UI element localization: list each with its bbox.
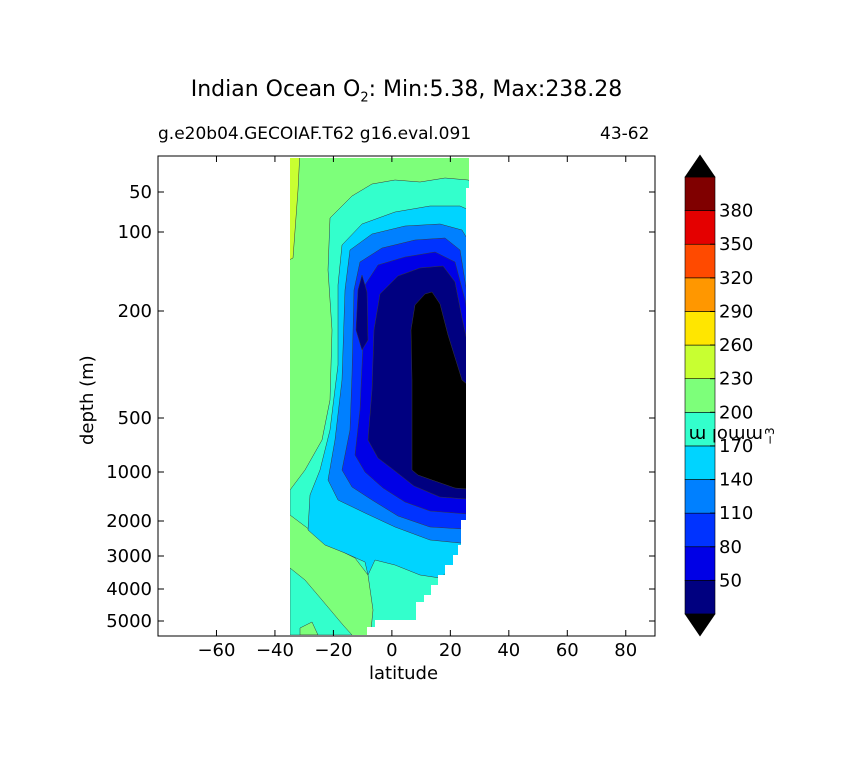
colorbar-segment [684, 210, 716, 245]
colorbar-tick-label: 50 [719, 570, 742, 591]
x-tick-label: −40 [256, 640, 294, 661]
colorbar-segment [684, 412, 716, 447]
x-axis-label: latitude [369, 663, 439, 684]
y-tick-label: 2000 [106, 511, 152, 532]
x-tick-label: −60 [197, 640, 235, 661]
colorbar-segment [684, 512, 716, 548]
y-tick-label: 5000 [106, 611, 152, 632]
colorbar-segment [684, 378, 716, 413]
x-tick-label: −20 [314, 640, 352, 661]
colorbar-tick-label: 200 [719, 402, 753, 423]
x-tick-label: 80 [614, 640, 637, 661]
title-prefix: Indian Ocean O [190, 77, 361, 102]
y-tick-label: 3000 [106, 546, 152, 567]
colorbar-label-text: mmol m [688, 424, 763, 445]
y-tick-label: 100 [118, 222, 152, 243]
plot-frame [157, 155, 656, 637]
colorbar-tick-label: 320 [719, 268, 753, 289]
colorbar-label: mmol m −3 [689, 424, 786, 445]
y-tick-label: 500 [118, 408, 152, 429]
y-tick-label: 50 [129, 182, 152, 203]
colorbar-extend-max [684, 154, 716, 178]
colorbar-segment [684, 479, 716, 514]
contour-band-1 [290, 158, 301, 263]
colorbar-tick-label: 260 [719, 335, 753, 356]
colorbar-tick-label: 110 [719, 503, 753, 524]
y-axis-label: depth (m) [77, 355, 98, 445]
title-suffix: : Min:5.38, Max:238.28 [368, 77, 623, 102]
colorbar-segment [684, 311, 716, 346]
x-tick-label: 60 [556, 640, 579, 661]
y-axis: 50 100 200 500 1000 2000 3000 4000 5000 [106, 182, 655, 632]
colorbar-tick-label: 350 [719, 234, 753, 255]
colorbar-segment [684, 344, 716, 379]
y-tick-label: 1000 [106, 462, 152, 483]
colorbar-segment [684, 445, 716, 480]
colorbar: 50 80 110 140 170 200 230 260 290 320 350 380 [684, 154, 753, 637]
colorbar-tick-label: 230 [719, 369, 753, 390]
x-tick-label: 0 [386, 640, 397, 661]
title-subscript: 2 [360, 90, 369, 106]
colorbar-tick-label: 170 [719, 436, 753, 457]
chart-title: Indian Ocean O2: Min:5.38, Max:238.28 [0, 77, 813, 105]
colorbar-label-exponent: −3 [763, 427, 777, 445]
colorbar-extend-min [684, 613, 716, 637]
colorbar-segment [684, 243, 716, 279]
colorbar-tick-label: 290 [719, 301, 753, 322]
contour-band-8 [410, 291, 469, 491]
x-tick-label: 20 [439, 640, 462, 661]
chart-subtitle-years: 43-62 [600, 124, 650, 144]
colorbar-tick-label: 380 [719, 201, 753, 222]
colorbar-segment [684, 176, 716, 211]
colorbar-tick-label: 140 [719, 470, 753, 491]
colorbar-segment [684, 546, 716, 581]
y-tick-label: 200 [118, 301, 152, 322]
contour-fill-group [290, 158, 469, 635]
x-tick-label: 40 [497, 640, 520, 661]
colorbar-segment [684, 277, 716, 312]
chart-subtitle-case: g.e20b04.GECOIAF.T62 g16.eval.091 [158, 124, 472, 144]
colorbar-segment [684, 580, 716, 615]
x-axis: −60 −40 −20 0 20 40 60 80 [197, 156, 637, 661]
colorbar-tick-label: 80 [719, 537, 742, 558]
y-tick-label: 4000 [106, 579, 152, 600]
